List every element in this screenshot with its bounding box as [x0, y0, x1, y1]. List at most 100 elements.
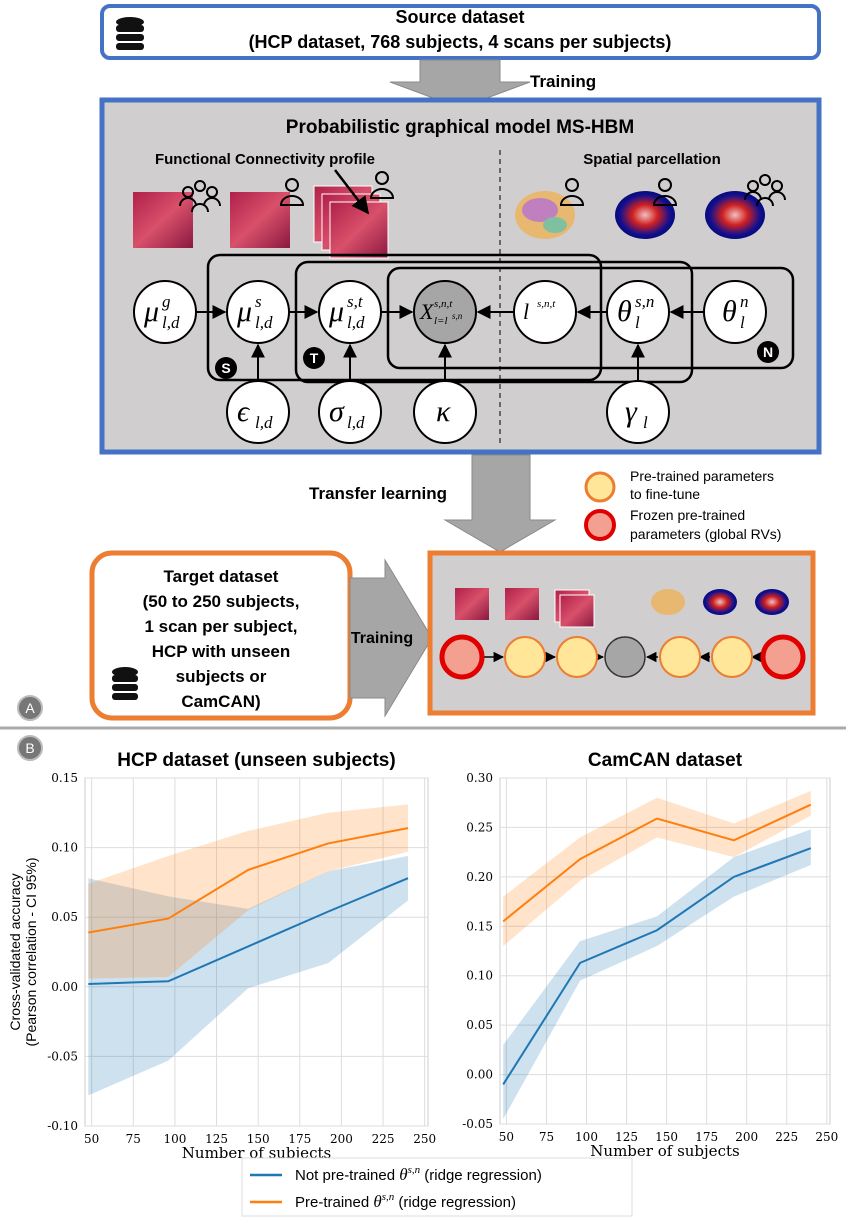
node — [413, 380, 477, 444]
node-label-part: s — [255, 292, 262, 311]
x-tick-label: 250 — [413, 1132, 436, 1146]
chart-title: CamCAN dataset — [588, 750, 743, 771]
x-tick-label: 225 — [775, 1130, 798, 1144]
target-text: Target dataset (50 to 250 subjects, 1 scan… — [143, 567, 300, 711]
x-tick-label: 50 — [499, 1130, 514, 1144]
node-label-part: l — [740, 313, 745, 332]
x-tick-label: 175 — [695, 1130, 718, 1144]
x-tick-label: 100 — [163, 1132, 186, 1146]
node-label-part: γ — [625, 395, 638, 428]
spatial-label: Spatial parcellation — [583, 151, 721, 168]
y-tick-label: 0.10 — [51, 841, 78, 855]
node — [703, 280, 767, 344]
line — [88, 877, 409, 986]
charts: -0.10 -0.05 0.00 0.05 0.10 0.15 50 75 100 125 150 1… — [7, 750, 838, 1162]
y-tick-label: -0.05 — [47, 1049, 78, 1063]
x-axis-label: Number of subjects — [590, 1142, 739, 1160]
node-label-part: μ — [236, 295, 252, 328]
target-line: HCP with unseen — [152, 642, 291, 661]
line — [502, 803, 812, 923]
node-label: σ l,d — [329, 395, 365, 432]
node — [513, 280, 577, 344]
node-label-part: θ — [617, 295, 632, 328]
y-tick-label: 0.10 — [466, 969, 493, 983]
y-tick-label: 0.05 — [51, 910, 78, 924]
node — [413, 280, 477, 344]
y-tick-label: -0.10 — [47, 1119, 78, 1133]
node — [133, 280, 197, 344]
node-label-part: l — [523, 299, 529, 324]
node-label-part: μ — [328, 295, 344, 328]
x-tick-label: 225 — [372, 1132, 395, 1146]
y-tick-label: 0.00 — [51, 980, 78, 994]
x-tick-label: 75 — [126, 1132, 141, 1146]
ci-band — [88, 804, 409, 979]
arrow-down — [443, 454, 557, 553]
transfer-label: Transfer learning — [309, 484, 447, 503]
node-label-part: s,n — [452, 311, 463, 321]
database-icon — [116, 17, 144, 50]
person-icons — [179, 171, 786, 213]
plates — [206, 253, 795, 384]
panel-label: B — [25, 740, 34, 756]
node-label-part: σ — [329, 395, 345, 428]
ci-band — [503, 829, 811, 1120]
x-tick-label: 100 — [575, 1130, 598, 1144]
ci-band — [503, 790, 811, 947]
x-tick-label: 200 — [735, 1130, 758, 1144]
node-label-part: l,d — [255, 413, 273, 432]
chart-title: HCP dataset (unseen subjects) — [117, 750, 395, 771]
plate-label: T — [310, 350, 319, 366]
node — [606, 280, 670, 344]
x-tick-label: 200 — [330, 1132, 353, 1146]
brains — [515, 191, 765, 239]
node — [606, 380, 670, 444]
ci-band — [88, 855, 409, 1096]
x-tick-label: 150 — [655, 1130, 678, 1144]
arrow-right — [349, 558, 433, 718]
target-line: CamCAN) — [181, 692, 260, 711]
target-line: 1 scan per subject, — [144, 617, 297, 636]
y-tick-label: 0.00 — [466, 1068, 493, 1082]
node-label-part: s,n,t — [434, 298, 453, 310]
y-tick-label: -0.05 — [462, 1117, 493, 1131]
y-tick-label: 0.05 — [466, 1018, 493, 1032]
node-label-part: l,d — [347, 313, 365, 332]
y-tick-label: 0.15 — [466, 919, 493, 933]
fc-matrices — [133, 169, 389, 259]
finetune-box — [427, 550, 816, 716]
node-label-part: l — [635, 313, 640, 332]
node-label-part: n — [740, 292, 749, 311]
node-label-part: g — [162, 292, 171, 311]
y-tick-label: 0.30 — [466, 771, 493, 785]
node-label-part: l,d — [162, 313, 180, 332]
target-line: (50 to 250 subjects, — [143, 592, 300, 611]
legend-text: Frozen pre-trained — [630, 507, 745, 523]
y-tick-label: 0.25 — [466, 820, 493, 834]
plate-label: N — [763, 344, 773, 360]
chart-legend-box — [241, 1157, 633, 1217]
x-tick-label: 175 — [288, 1132, 311, 1146]
panel-badge — [17, 735, 43, 761]
legend-label-part: θ — [373, 1192, 381, 1211]
plate-badge — [303, 347, 325, 369]
node-label: θ s,n l — [617, 292, 654, 332]
node-label: κ — [436, 395, 451, 428]
panel-badge — [17, 695, 43, 721]
legend-label-part: (ridge regression) — [420, 1167, 542, 1184]
node-label-part: l — [643, 413, 648, 432]
node-label-part: l,d — [255, 313, 273, 332]
fc-label: Functional Connectivity profile — [155, 151, 375, 168]
legend-label-part: θ — [399, 1165, 407, 1184]
legend-fine-tune-icon — [584, 471, 616, 503]
node — [318, 280, 382, 344]
node-label-part: μ — [143, 295, 159, 328]
node-label-part: l,d — [347, 413, 365, 432]
node — [226, 380, 290, 444]
plot-area — [499, 777, 831, 1125]
node-label: ϵ l,d — [237, 395, 273, 432]
target-line: Target dataset — [164, 567, 279, 586]
